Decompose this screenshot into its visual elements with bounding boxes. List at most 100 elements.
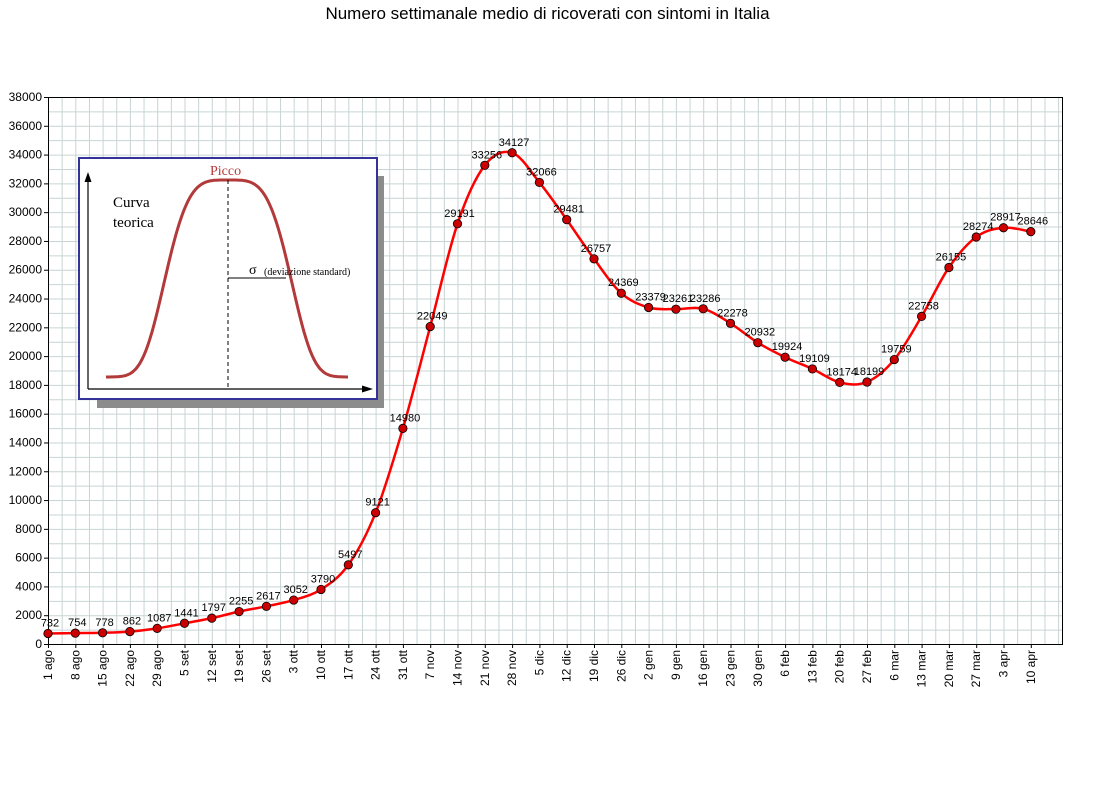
y-tick-label: 30000	[9, 205, 43, 219]
x-tick-label: 8 ago	[68, 650, 82, 680]
y-tick-label: 18000	[9, 378, 43, 392]
x-tick-label: 20 feb	[833, 650, 847, 684]
inset-peak-label: Picco	[210, 164, 241, 179]
data-label: 5497	[338, 549, 362, 561]
data-point	[70, 628, 80, 638]
x-tick-label: 23 gen	[724, 650, 738, 687]
data-label: 2255	[229, 596, 253, 608]
y-tick-label: 26000	[9, 263, 43, 277]
x-tick-label: 19 set	[232, 649, 246, 682]
y-tick-label: 22000	[9, 320, 43, 334]
data-label: 732	[41, 617, 59, 629]
y-tick-label: 8000	[15, 522, 42, 536]
x-tick-label: 15 ago	[96, 650, 110, 687]
x-tick-label: 13 feb	[805, 650, 819, 684]
data-point	[889, 354, 899, 365]
inset-curve-label-1: Curva	[113, 195, 150, 211]
data-point	[643, 302, 654, 313]
inset-bell-curve	[106, 178, 348, 379]
data-label: 23379	[635, 291, 666, 303]
data-label: 754	[68, 617, 86, 629]
data-point	[43, 628, 53, 639]
data-point	[398, 423, 408, 433]
x-tick-label: 17 ott	[341, 649, 355, 680]
data-point	[698, 304, 708, 314]
data-point	[862, 377, 872, 387]
plot-border	[48, 97, 1063, 645]
data-label: 2617	[256, 590, 280, 602]
data-point	[807, 364, 818, 374]
y-tick-label: 16000	[9, 407, 43, 421]
data-point	[780, 352, 790, 362]
data-point	[916, 311, 927, 322]
inset-curve-label-2: teorica	[113, 215, 154, 231]
x-tick-label: 6 mar	[887, 650, 901, 681]
x-tick-label: 26 set	[259, 649, 273, 682]
y-tick-label: 10000	[9, 493, 43, 507]
y-tick-label: 32000	[9, 176, 43, 190]
data-label: 1441	[174, 607, 198, 619]
data-point	[616, 288, 626, 298]
data-label: 1797	[202, 602, 226, 614]
data-label: 22278	[717, 307, 748, 319]
data-point	[289, 595, 299, 605]
x-tick-label: 31 ott	[396, 649, 410, 680]
x-tick-label: 19 dic	[587, 650, 601, 682]
data-label: 1087	[147, 612, 171, 624]
x-tick-label: 3 apr	[997, 650, 1011, 677]
data-label: 3052	[283, 584, 307, 596]
data-point	[207, 613, 217, 623]
data-label: 20932	[745, 327, 776, 339]
data-label: 19924	[772, 341, 803, 353]
data-point	[125, 626, 135, 637]
data-point	[998, 223, 1009, 233]
x-tick-label: 7 nov	[423, 650, 437, 679]
data-point	[316, 584, 326, 595]
data-point	[725, 318, 736, 328]
y-tick-label: 14000	[9, 435, 43, 449]
x-tick-label: 27 feb	[860, 650, 874, 684]
x-tick-label: 16 gen	[696, 650, 710, 687]
x-tick-label: 20 mar	[942, 650, 956, 687]
x-tick-label: 2 gen	[642, 650, 656, 680]
inset-y-arrow	[84, 172, 92, 182]
data-label: 29191	[444, 208, 475, 220]
data-point	[971, 232, 981, 242]
data-point	[425, 322, 435, 332]
x-tick-label: 9 gen	[669, 650, 683, 680]
data-point	[152, 623, 162, 633]
data-label: 3790	[311, 573, 335, 585]
data-point	[589, 254, 599, 264]
inset-theoretical-curve: Picco Curva teorica σ (deviazione standard)	[78, 157, 384, 408]
data-point	[261, 601, 271, 611]
data-label: 18199	[854, 366, 885, 378]
x-tick-label: 21 nov	[478, 650, 492, 686]
data-label: 26757	[581, 243, 612, 255]
x-tick-label: 22 ago	[123, 650, 137, 687]
data-point	[562, 215, 572, 225]
data-point	[480, 160, 490, 170]
data-label: 23286	[690, 293, 721, 305]
data-point	[370, 508, 381, 518]
data-label: 28274	[963, 221, 994, 233]
data-point	[343, 560, 353, 570]
data-point	[835, 377, 845, 387]
x-tick-label: 29 ago	[150, 650, 164, 687]
data-point	[234, 606, 244, 617]
x-tick-label: 3 ott	[287, 649, 301, 673]
y-tick-label: 28000	[9, 234, 43, 248]
x-tick-label: 24 ott	[369, 649, 383, 680]
x-tick-label: 14 nov	[451, 650, 465, 686]
data-label: 28917	[990, 212, 1021, 224]
x-tick-label: 13 mar	[915, 650, 929, 687]
data-points	[43, 148, 1036, 639]
x-tick-label: 5 set	[178, 649, 192, 676]
data-label: 19759	[881, 344, 912, 356]
x-tick-label: 30 gen	[751, 650, 765, 687]
data-label: 18174	[826, 366, 857, 378]
x-tick-label: 12 set	[205, 649, 219, 682]
data-label: 14980	[390, 412, 421, 424]
inset-sigma-symbol: σ	[249, 263, 257, 278]
